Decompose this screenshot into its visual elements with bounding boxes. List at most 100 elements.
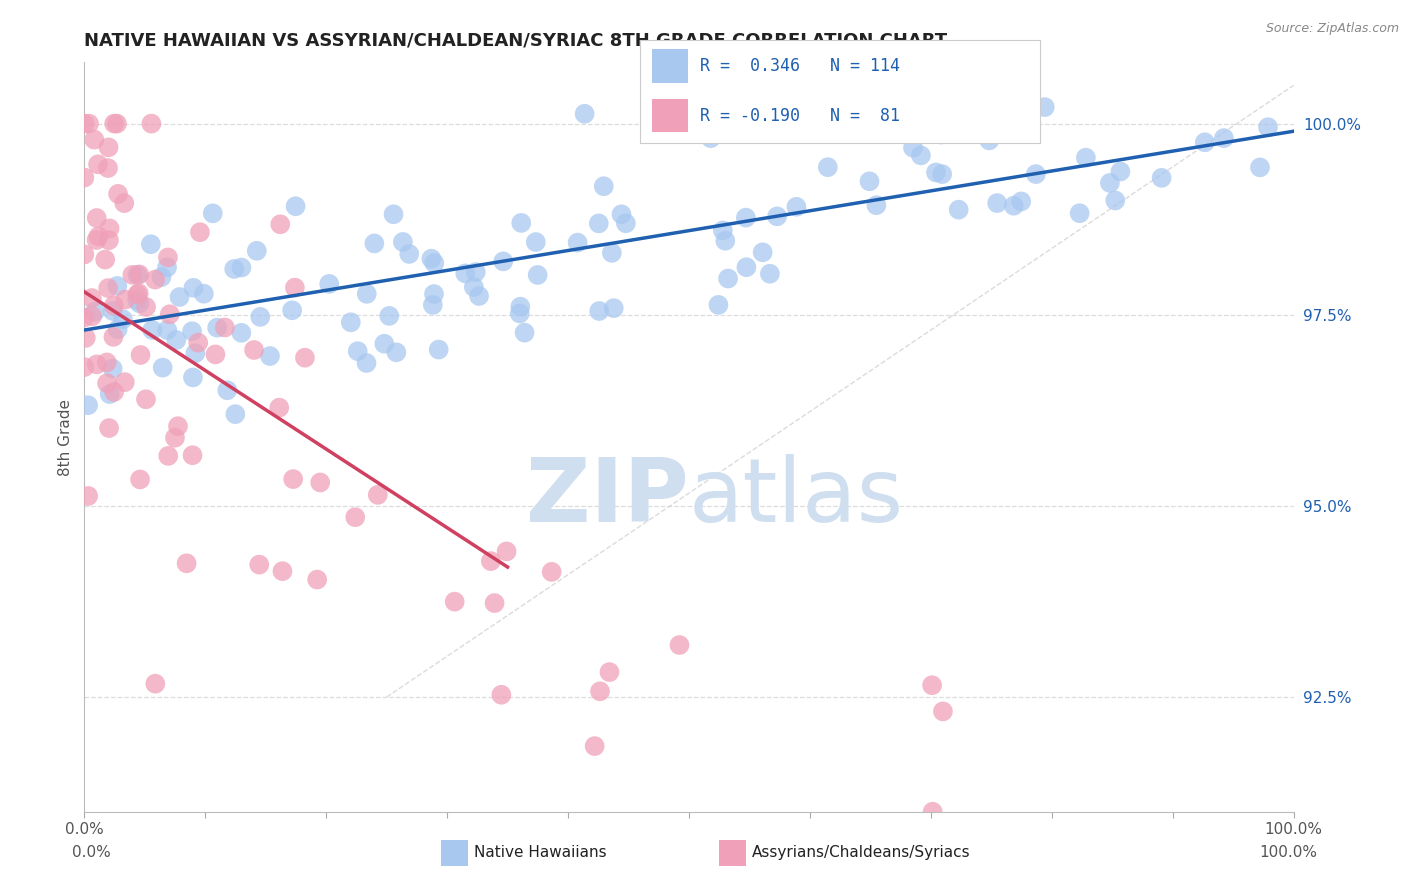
Point bbox=[141, 323, 163, 337]
Point bbox=[284, 280, 307, 294]
Point bbox=[107, 322, 129, 336]
Point bbox=[157, 449, 180, 463]
Point bbox=[247, 558, 270, 572]
Text: Source: ZipAtlas.com: Source: ZipAtlas.com bbox=[1265, 22, 1399, 36]
Point bbox=[588, 304, 610, 318]
Point bbox=[1074, 151, 1097, 165]
Point bbox=[86, 233, 108, 247]
Point bbox=[427, 343, 450, 357]
Point bbox=[479, 554, 502, 568]
Point bbox=[103, 117, 125, 131]
Point bbox=[925, 165, 948, 179]
Point bbox=[129, 348, 152, 362]
Point bbox=[86, 211, 108, 225]
Point bbox=[1033, 100, 1056, 114]
Point bbox=[188, 225, 211, 239]
Point bbox=[127, 293, 149, 307]
Point bbox=[82, 310, 104, 324]
Point bbox=[184, 346, 207, 360]
Point bbox=[785, 200, 807, 214]
Point bbox=[281, 303, 304, 318]
Point bbox=[700, 131, 723, 145]
Point bbox=[156, 251, 179, 265]
Point bbox=[152, 360, 174, 375]
Point bbox=[378, 309, 401, 323]
Point bbox=[367, 488, 389, 502]
Point bbox=[284, 199, 307, 213]
Point bbox=[759, 267, 782, 281]
Point bbox=[77, 489, 100, 503]
Point bbox=[344, 510, 367, 524]
Point bbox=[101, 304, 124, 318]
Point bbox=[163, 431, 186, 445]
Point bbox=[103, 299, 125, 313]
Point bbox=[97, 233, 120, 247]
Point bbox=[356, 286, 378, 301]
Point bbox=[420, 252, 443, 266]
Point bbox=[307, 573, 329, 587]
Point bbox=[1069, 206, 1091, 220]
Y-axis label: 8th Grade: 8th Grade bbox=[58, 399, 73, 475]
Point bbox=[283, 472, 305, 486]
Point bbox=[128, 268, 150, 282]
Point bbox=[112, 196, 135, 211]
Point bbox=[589, 684, 612, 698]
Text: R =  0.346   N = 114: R = 0.346 N = 114 bbox=[700, 57, 900, 75]
Point bbox=[214, 320, 236, 334]
Point bbox=[751, 245, 773, 260]
Point bbox=[526, 268, 548, 282]
Bar bbox=[652, 49, 688, 83]
Point bbox=[269, 401, 291, 415]
Point bbox=[259, 349, 281, 363]
Point bbox=[231, 326, 253, 340]
Point bbox=[86, 357, 108, 371]
Point bbox=[73, 117, 96, 131]
Point bbox=[249, 310, 271, 324]
Point bbox=[121, 268, 143, 282]
Point bbox=[87, 157, 110, 171]
Point bbox=[592, 179, 614, 194]
Point bbox=[1212, 131, 1234, 145]
Point bbox=[524, 235, 547, 249]
Point bbox=[1002, 199, 1025, 213]
Point bbox=[103, 330, 125, 344]
Point bbox=[817, 160, 839, 174]
Text: ZIP: ZIP bbox=[526, 453, 689, 541]
Point bbox=[495, 544, 517, 558]
Point bbox=[513, 326, 536, 340]
Point bbox=[150, 270, 173, 285]
Point bbox=[169, 290, 191, 304]
Point bbox=[714, 234, 737, 248]
Point bbox=[73, 359, 96, 374]
Point bbox=[1194, 136, 1216, 150]
Bar bbox=[652, 99, 688, 132]
Point bbox=[127, 268, 149, 282]
Point bbox=[183, 281, 205, 295]
Point bbox=[83, 133, 105, 147]
Point bbox=[509, 300, 531, 314]
Point bbox=[385, 345, 408, 359]
Point bbox=[103, 384, 125, 399]
Point bbox=[766, 210, 789, 224]
Point bbox=[567, 235, 589, 250]
Text: 100.0%: 100.0% bbox=[1260, 846, 1317, 861]
Point bbox=[463, 280, 485, 294]
Point bbox=[156, 260, 179, 275]
Point bbox=[614, 216, 637, 230]
Point bbox=[97, 161, 120, 175]
Point bbox=[156, 323, 179, 337]
Point bbox=[135, 392, 157, 407]
Point bbox=[1025, 167, 1047, 181]
Point bbox=[373, 336, 395, 351]
Point bbox=[1150, 170, 1173, 185]
Point bbox=[509, 306, 531, 320]
Point bbox=[97, 281, 120, 295]
Point bbox=[1257, 120, 1279, 135]
Point bbox=[921, 805, 943, 819]
Point bbox=[858, 174, 880, 188]
Point bbox=[318, 277, 340, 291]
Point bbox=[181, 370, 204, 384]
Text: Assyrians/Chaldeans/Syriacs: Assyrians/Chaldeans/Syriacs bbox=[752, 846, 970, 861]
Point bbox=[929, 93, 952, 107]
Point bbox=[205, 320, 228, 334]
